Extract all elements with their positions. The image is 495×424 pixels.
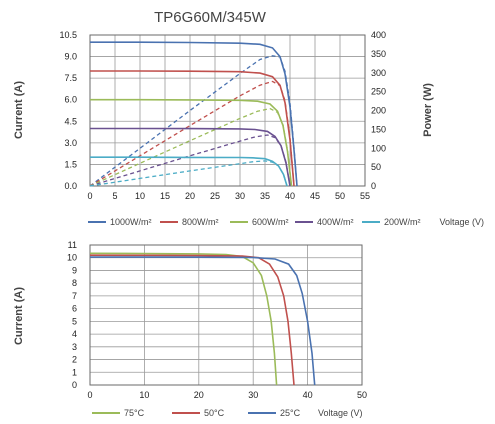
chart1-y2-tick: 150 [371,124,386,134]
chart1-y-tick: 7.5 [64,73,77,83]
chart1-series-800w-m-power-line [89,80,295,187]
chart2-x-tick-labels: 0 10 20 30 40 50 [87,390,367,400]
chart1-y-tick-labels: 0.0 1.5 3.0 4.5 6.0 7.5 9.0 10.5 [59,30,77,191]
chart1-x-tick: 5 [112,191,117,201]
chart1-series-1000w-m-current-line [90,41,298,187]
chart1-series-600w-m-power-line [89,107,293,187]
chart2-y-tick: 7 [72,291,77,301]
chart2-x-tick: 30 [248,390,258,400]
chart1-y2-tick: 300 [371,68,386,78]
chart1-legend-item-600w-m: 600W/m² [230,217,289,227]
chart1-y-tick: 9.0 [64,52,77,62]
chart1-y2-tick: 0 [371,181,376,191]
chart2-y-tick: 2 [72,355,77,365]
chart1-x-tick: 35 [260,191,270,201]
chart2-legend-label: 50°C [204,408,225,418]
chart1-legend-label: 200W/m² [384,217,421,227]
chart2-x-tick: 20 [194,390,204,400]
chart2-x-axis-title: Voltage (V) [318,408,363,418]
chart1-series-200w-m-current-line [90,156,288,187]
chart1-legend-label: 1000W/m² [110,217,152,227]
chart1-legend-item-200w-m: 200W/m² [362,217,421,227]
chart1-legend-label: 800W/m² [182,217,219,227]
chart1-y2-tick: 50 [371,162,381,172]
chart1-legend-label: 400W/m² [317,217,354,227]
chart2-y-tick: 11 [68,240,77,250]
chart1-legend-item-1000w-m: 1000W/m² [88,217,152,227]
chart2-y-tick: 6 [72,304,77,314]
chart1-title: TP6G60M/345W [154,9,267,26]
chart1-y-tick: 1.5 [64,159,77,169]
chart1-x-tick: 10 [135,191,145,201]
chart1-legend-item-800w-m: 800W/m² [160,217,219,227]
chart2-legend-item-25-c: 25°C [248,408,301,418]
chart2-y-axis-title: Current (A) [13,287,25,345]
chart2-x-tick: 0 [87,390,92,400]
chart2-y-tick: 3 [72,342,77,352]
chart1-y-tick: 6.0 [64,95,77,105]
chart1-y-tick: 0.0 [64,181,77,191]
chart1-x-tick: 45 [310,191,320,201]
chart2-plot-frame [89,244,363,386]
chart2-y-tick: 8 [72,278,77,288]
chart1-legend-label: 600W/m² [252,217,289,227]
chart2-x-tick: 10 [139,390,149,400]
chart1-y2-tick: 350 [371,49,386,59]
chart2-current-curves [89,252,316,386]
chart1-plot-frame [89,34,366,187]
chart2-legend-item-75-c: 75°C [92,408,145,418]
chart1-series-800w-m-current-line [90,70,295,187]
chart2-x-tick: 50 [357,390,367,400]
chart1-y2-tick: 100 [371,143,386,153]
chart2-series-25-c-line [90,256,316,386]
chart2-y-tick: 0 [72,380,77,390]
chart1-series-600w-m-current-line [90,98,293,187]
chart2-grid [90,245,362,385]
chart1-y-tick: 4.5 [64,116,77,126]
chart1-current-curves [90,41,298,187]
chart1-x-tick: 40 [285,191,295,201]
chart2-y-tick: 9 [72,265,77,275]
chart1-legend: 1000W/m² 800W/m² 600W/m² 400W/m² 200W/m² [88,217,421,227]
chart2-y-tick: 10 [67,253,77,263]
chart1-x-tick-labels: 0 5 10 15 20 25 30 35 40 45 50 55 [87,191,370,201]
chart1-x-tick: 50 [335,191,345,201]
chart2-legend-label: 25°C [280,408,301,418]
chart1-x-tick: 0 [87,191,92,201]
chart1-x-tick: 15 [160,191,170,201]
chart2-x-tick: 40 [303,390,313,400]
chart1-x-tick: 20 [185,191,195,201]
chart1-y2-tick-labels: 0 50 100 150 200 250 300 350 400 [371,30,386,191]
chart2-series-50-c-line [89,254,295,386]
chart2-series-75-c-line [89,252,278,386]
chart2-legend-label: 75°C [124,408,145,418]
chart1-series-400w-m-current-line [90,127,291,187]
chart1-x-axis-title: Voltage (V) [439,217,484,227]
chart1-x-tick: 25 [210,191,220,201]
chart1-y-tick: 10.5 [59,30,77,40]
chart1-y-tick: 3.0 [64,138,77,148]
chart1-x-tick: 30 [235,191,245,201]
chart2-y-tick: 5 [72,316,77,326]
chart2-legend-item-50-c: 50°C [172,408,225,418]
chart1-y2-tick: 400 [371,30,386,40]
chart1-legend-item-400w-m: 400W/m² [295,217,354,227]
chart2-y-tick: 4 [72,329,77,339]
chart1-grid [90,35,365,186]
chart1-y2-tick: 250 [371,87,386,97]
chart1-y2-tick: 200 [371,106,386,116]
chart2-y-tick: 1 [72,367,77,377]
chart2-legend: 75°C 50°C 25°C [92,408,301,418]
chart2-y-tick-labels: 0 1 2 3 4 5 6 7 8 9 10 11 [67,240,77,390]
chart1-x-tick: 55 [360,191,370,201]
chart1-y2-axis-title: Power (W) [422,83,434,137]
chart1-y-axis-title: Current (A) [13,81,25,139]
